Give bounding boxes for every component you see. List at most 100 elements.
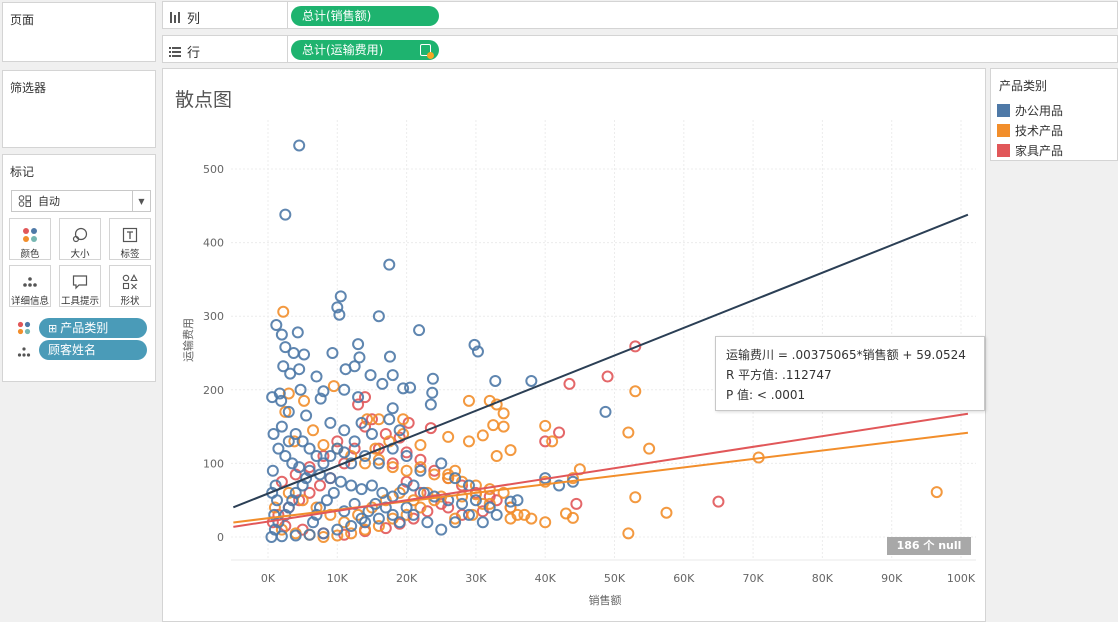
scatter-point[interactable]	[469, 494, 482, 507]
scatter-point[interactable]	[291, 326, 304, 339]
scatter-point[interactable]	[660, 506, 673, 519]
scatter-point[interactable]	[400, 446, 413, 459]
scatter-point[interactable]	[483, 501, 496, 514]
scatter-point[interactable]	[310, 450, 323, 463]
scatter-point[interactable]	[622, 426, 635, 439]
label-button[interactable]: 标签	[109, 218, 151, 260]
pages-panel[interactable]: 页面	[2, 2, 156, 62]
scatter-point[interactable]	[426, 386, 439, 399]
scatter-point[interactable]	[476, 505, 489, 518]
scatter-point[interactable]	[279, 208, 292, 221]
scatter-point[interactable]	[279, 450, 292, 463]
scatter-point[interactable]	[449, 512, 462, 525]
scatter-point[interactable]	[372, 310, 385, 323]
scatter-point[interactable]	[286, 457, 299, 470]
scatter-point[interactable]	[414, 439, 427, 451]
scatter-point[interactable]	[629, 340, 642, 353]
scatter-point[interactable]	[497, 486, 510, 499]
scatter-point[interactable]	[355, 512, 368, 525]
scatter-point[interactable]	[345, 519, 358, 532]
scatter-point[interactable]	[376, 486, 389, 499]
scatter-point[interactable]	[327, 486, 340, 499]
scatter-point[interactable]	[421, 516, 434, 529]
scatter-point[interactable]	[476, 516, 489, 529]
scatter-point[interactable]	[275, 523, 288, 536]
scatter-point[interactable]	[413, 324, 426, 337]
scatter-point[interactable]	[270, 319, 283, 332]
scatter-point[interactable]	[407, 479, 420, 492]
scatter-point[interactable]	[563, 377, 576, 390]
scatter-point[interactable]	[643, 442, 656, 455]
columns-shelf[interactable]: 列 总计(销售额)	[162, 1, 1118, 29]
scatter-point[interactable]	[355, 483, 368, 496]
scatter-point[interactable]	[386, 461, 399, 474]
scatter-point[interactable]	[289, 486, 302, 499]
scatter-point[interactable]	[265, 531, 278, 543]
scatter-point[interactable]	[307, 516, 320, 529]
scatter-point[interactable]	[397, 413, 410, 426]
scatter-point[interactable]	[379, 522, 392, 535]
shape-button[interactable]: 形状	[109, 265, 151, 307]
scatter-point[interactable]	[426, 372, 439, 385]
null-indicator[interactable]: 186 个 null	[887, 537, 971, 555]
scatter-point[interactable]	[338, 516, 351, 529]
scatter-point[interactable]	[511, 494, 524, 507]
scatter-point[interactable]	[326, 347, 339, 359]
scatter-point[interactable]	[303, 464, 316, 477]
scatter-point[interactable]	[497, 407, 510, 420]
scatter-point[interactable]	[400, 464, 413, 477]
scatter-point[interactable]	[601, 370, 614, 383]
scatter-point[interactable]	[570, 497, 583, 510]
legend-item-office[interactable]: 办公用品	[997, 102, 1063, 119]
scatter-point[interactable]	[504, 444, 517, 457]
scatter-point[interactable]	[483, 483, 496, 496]
columns-pill-sales[interactable]: 总计(销售额)	[291, 6, 439, 26]
size-button[interactable]: 大小	[59, 218, 101, 260]
scatter-point[interactable]	[404, 381, 417, 394]
scatter-point[interactable]	[539, 516, 552, 529]
scatter-point[interactable]	[383, 413, 396, 426]
field-pill-product-category[interactable]: ⊞ 产品类别	[39, 318, 147, 338]
scatter-point[interactable]	[359, 523, 372, 536]
scatter-point[interactable]	[546, 435, 559, 448]
scatter-point[interactable]	[279, 405, 292, 418]
expand-icon[interactable]: ⊞	[48, 322, 58, 335]
scatter-point[interactable]	[331, 435, 344, 448]
scatter-point[interactable]	[282, 486, 295, 499]
scatter-point[interactable]	[272, 442, 285, 455]
scatter-point[interactable]	[355, 416, 368, 429]
scatter-point[interactable]	[293, 494, 306, 507]
scatter-point[interactable]	[487, 419, 500, 432]
scatter-point[interactable]	[566, 472, 579, 485]
scatter-point[interactable]	[386, 508, 399, 521]
scatter-point[interactable]	[372, 453, 385, 466]
scatter-point[interactable]	[393, 486, 406, 499]
scatter-point[interactable]	[424, 398, 437, 411]
scatter-point[interactable]	[428, 468, 441, 481]
scatter-point[interactable]	[345, 527, 358, 540]
scatter-point[interactable]	[379, 494, 392, 507]
scatter-point[interactable]	[365, 427, 378, 440]
scatter-point[interactable]	[622, 527, 635, 540]
scatter-point[interactable]	[338, 446, 351, 459]
scatter-point[interactable]	[352, 338, 365, 351]
scatter-point[interactable]	[393, 516, 406, 529]
scatter-point[interactable]	[286, 494, 299, 507]
scatter-point[interactable]	[348, 360, 361, 373]
scatter-point[interactable]	[279, 341, 292, 354]
scatter-point[interactable]	[353, 351, 366, 364]
scatter-point[interactable]	[314, 392, 327, 405]
scatter-point[interactable]	[456, 479, 469, 492]
scatter-point[interactable]	[407, 512, 420, 525]
mark-type-dropdown[interactable]: 自动 ▼	[11, 190, 151, 212]
scatter-point[interactable]	[296, 435, 309, 448]
scatter-point[interactable]	[435, 523, 448, 536]
scatter-point[interactable]	[331, 523, 344, 536]
scatter-point[interactable]	[525, 512, 538, 525]
scatter-point[interactable]	[365, 479, 378, 492]
scatter-point[interactable]	[324, 450, 337, 463]
scatter-point[interactable]	[352, 398, 365, 411]
scatter-point[interactable]	[348, 442, 361, 455]
scatter-point[interactable]	[393, 424, 406, 437]
scatter-point[interactable]	[476, 429, 489, 442]
